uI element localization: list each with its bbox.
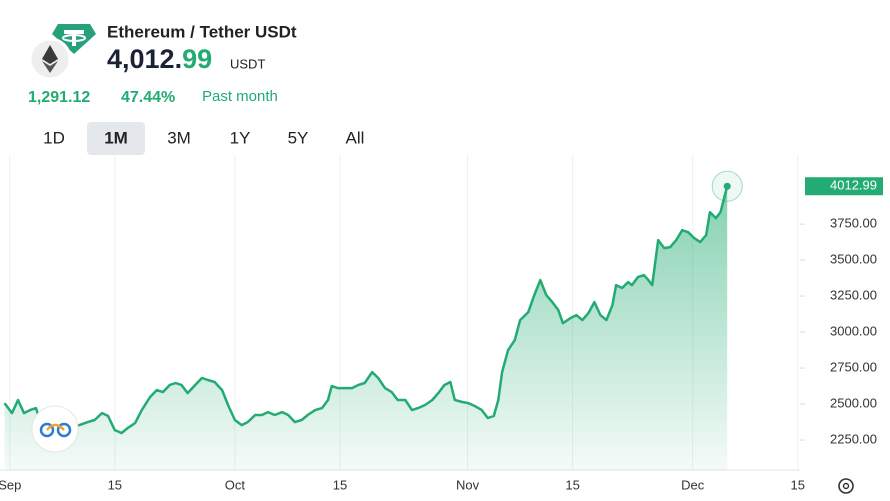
area xyxy=(4,186,728,470)
x-tick-label: Oct xyxy=(225,477,246,492)
tab[interactable]: All xyxy=(346,128,365,147)
x-tick-label: 15 xyxy=(108,477,122,492)
x-tick-label: Nov xyxy=(456,477,480,492)
last-point xyxy=(723,182,731,190)
y-tick-label: 3000.00 xyxy=(830,324,877,339)
tab[interactable]: 5Y xyxy=(288,128,309,147)
tabs: 1D 1M 3M 1Y 5Y All xyxy=(43,122,364,155)
tab[interactable]: 3M xyxy=(167,128,191,147)
eth-icon xyxy=(28,37,72,81)
tab[interactable]: 1Y xyxy=(230,128,251,147)
logo-badge xyxy=(31,405,79,453)
price-line xyxy=(3,185,729,435)
price: 4,012.99 xyxy=(107,44,212,74)
x-tick-label: 15 xyxy=(333,477,347,492)
y-tick-label: 2250.00 xyxy=(830,431,877,446)
y-tick-label: 3750.00 xyxy=(830,216,877,231)
y-tick-label: 2750.00 xyxy=(830,360,877,375)
y-tick-label: 2500.00 xyxy=(830,396,877,411)
y-tick-label: 3500.00 xyxy=(830,252,877,267)
pair-title: Ethereum / Tether USDt xyxy=(107,22,297,41)
settings-icon[interactable] xyxy=(838,478,854,494)
plot: Sep 15 Oct 15 Nov 15 Dec 15 2250.00 2500.00 2750.0… xyxy=(0,155,883,492)
last-value-box xyxy=(805,177,883,196)
tab[interactable]: 1D xyxy=(43,128,65,147)
last-value-label: 4012.99 xyxy=(830,178,877,193)
x-tick-label: 15 xyxy=(565,477,579,492)
change-value: 1,291.12 xyxy=(28,89,90,106)
change-percent: 47.44% xyxy=(121,89,175,106)
x-tick-label: 15 xyxy=(791,477,805,492)
tab[interactable]: 1M xyxy=(104,128,128,147)
x-tick-label: Dec xyxy=(681,477,705,492)
x-tick-label: Sep xyxy=(0,477,21,492)
period: Past month xyxy=(202,88,278,105)
tab-active-bg xyxy=(87,122,145,155)
currency: USDT xyxy=(230,56,265,71)
y-tick-label: 3250.00 xyxy=(830,288,877,303)
tether-icon xyxy=(52,24,96,54)
